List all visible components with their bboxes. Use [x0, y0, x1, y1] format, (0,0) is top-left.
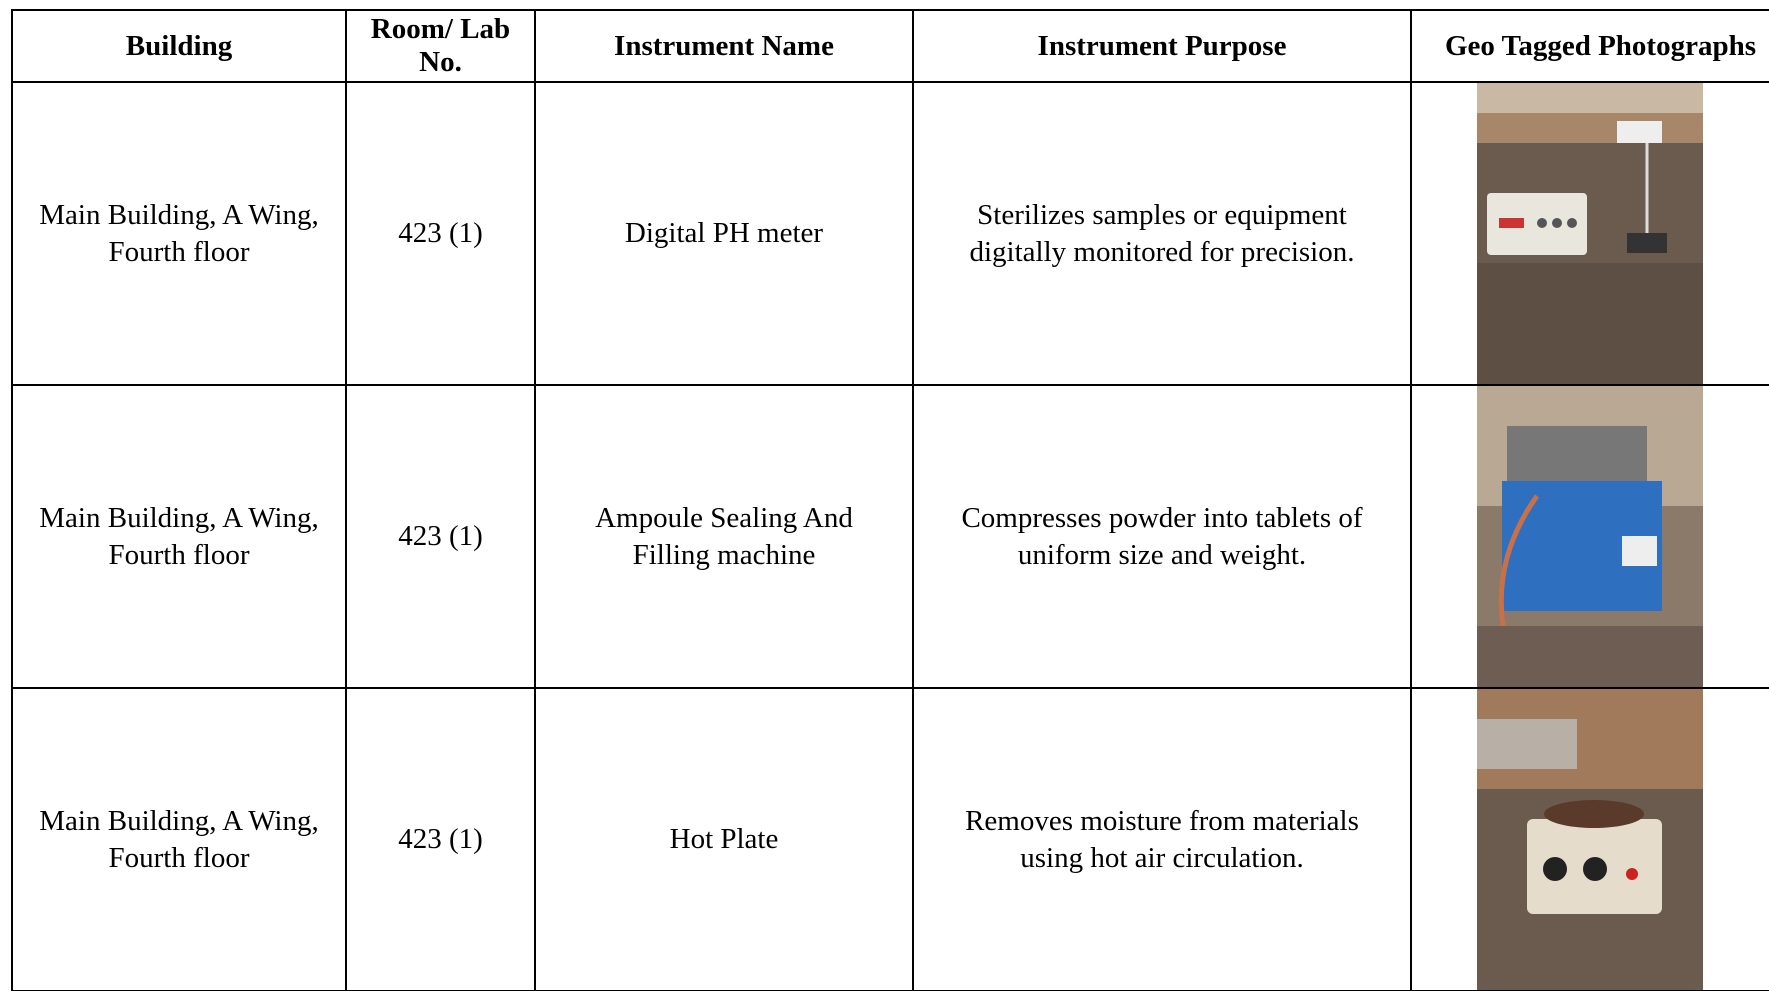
row: Main Building, A Wing, Fourth floor 423 …	[11, 384, 1769, 689]
cell: Main Building, A Wing, Fourth floor	[11, 687, 347, 991]
header-row: Building Room/ Lab No. Instrument Name I…	[11, 9, 1769, 83]
cell: Removes moisture from materials using ho…	[912, 687, 1412, 991]
header-text: Geo Tagged Photographs	[1445, 29, 1756, 62]
header-cell: Geo Tagged Photographs	[1410, 9, 1769, 83]
row: Main Building, A Wing, Fourth floor 423 …	[11, 687, 1769, 991]
instrument-table: Building Room/ Lab No. Instrument Name I…	[11, 9, 1769, 991]
cell: 423 (1)	[345, 81, 536, 386]
header-cell: Building	[11, 9, 347, 83]
row: Main Building, A Wing, Fourth floor 423 …	[11, 81, 1769, 386]
header-cell: Room/ Lab No.	[345, 9, 536, 83]
photo	[1477, 83, 1703, 384]
cell: 423 (1)	[345, 687, 536, 991]
header-cell: Instrument Purpose	[912, 9, 1412, 83]
cell: Compresses powder into tablets of unifor…	[912, 384, 1412, 689]
photo	[1477, 689, 1703, 990]
cell: Main Building, A Wing, Fourth floor	[11, 384, 347, 689]
photo	[1477, 386, 1703, 687]
cell: Ampoule Sealing And Filling machine	[534, 384, 914, 689]
photo-cell	[1410, 81, 1769, 386]
cell: Main Building, A Wing, Fourth floor	[11, 81, 347, 386]
cell: Digital PH meter	[534, 81, 914, 386]
cell: 423 (1)	[345, 384, 536, 689]
cell: Hot Plate	[534, 687, 914, 991]
header-cell: Instrument Name	[534, 9, 914, 83]
photo-cell	[1410, 384, 1769, 689]
photo-cell	[1410, 687, 1769, 991]
cell: Sterilizes samples or equipment digitall…	[912, 81, 1412, 386]
